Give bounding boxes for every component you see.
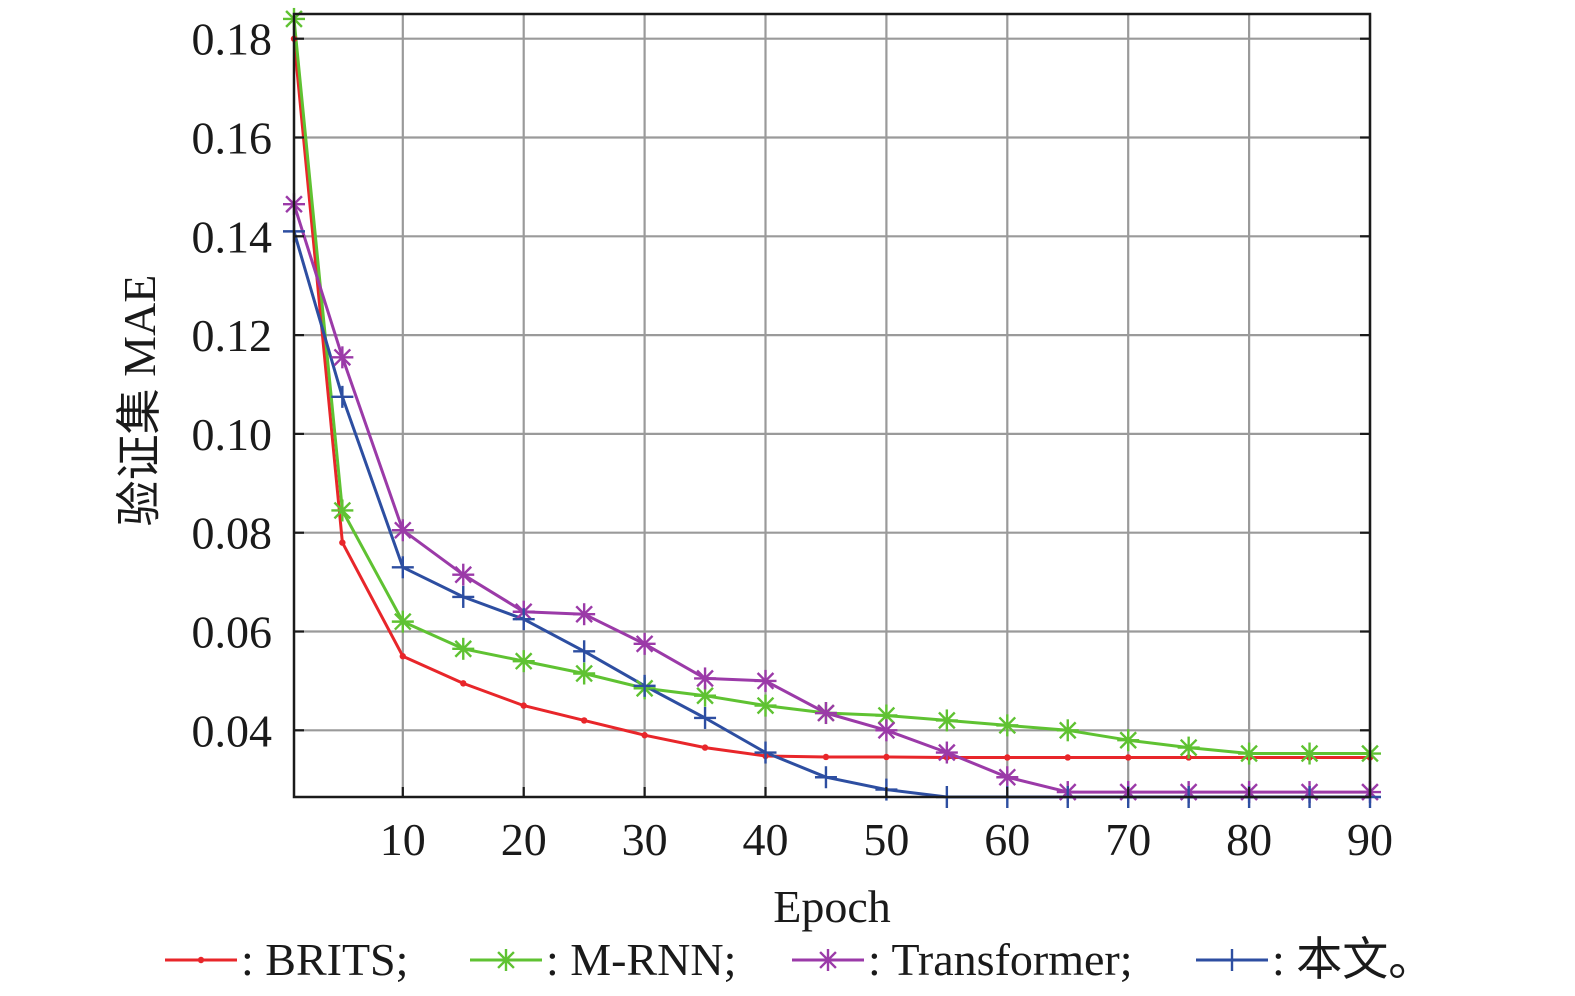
x-tick-label: 50 [863,814,909,865]
legend: : BRITS; : M-RNN; : Transformer; : 本文。 [165,934,1434,985]
x-tick-label: 20 [501,814,547,865]
data-point [339,539,346,546]
data-point [633,674,656,697]
data-point [641,732,648,739]
data-point [754,741,777,764]
data-point [331,346,354,369]
data-point [935,741,958,764]
y-tick-label: 0.04 [192,705,273,756]
data-point [391,610,414,633]
data-point [573,603,596,626]
data-point [399,653,407,660]
legend-item: : M-RNN; [470,934,736,985]
series-markers [283,7,1381,808]
data-point [701,744,709,751]
data-point [460,680,467,687]
data-point [814,702,837,725]
data-point [875,719,898,742]
data-point [512,608,535,631]
legend-item: : 本文。 [1196,934,1434,985]
series-line-2 [292,203,1370,794]
data-point [331,385,354,408]
data-point [694,667,717,690]
series-line-1 [292,18,1370,755]
legend-label: : 本文。 [1272,934,1434,985]
data-point [822,753,830,761]
data-point [573,662,596,685]
legend-label: : BRITS; [241,934,408,985]
data-point [331,499,354,522]
legend-label: : M-RNN; [546,934,736,985]
x-tick-label: 30 [622,814,668,865]
y-tick-label: 0.06 [192,607,273,658]
data-point [1125,754,1132,761]
data-point [814,766,837,789]
x-tick-label: 80 [1226,814,1272,865]
data-point [754,669,777,692]
y-tick-label: 0.12 [192,310,273,361]
x-tick-label: 40 [743,814,789,865]
data-point [996,714,1019,737]
y-tick-label: 0.18 [192,14,273,65]
data-point [1056,719,1079,742]
x-tick-label: 70 [1105,814,1151,865]
data-point [694,706,717,729]
data-point [580,717,588,724]
data-point [883,753,890,761]
data-point [1004,754,1011,761]
data-point [754,694,777,717]
legend-item: : BRITS; [165,934,408,985]
legend-marker [197,956,205,964]
data-point [452,563,475,586]
x-axis-ticks: 10 20 30 40 50 60 70 80 90 [380,787,1393,865]
data-point [573,640,596,663]
plot-frame [292,12,1372,799]
grid [294,14,1372,797]
data-point [391,556,414,579]
data-point [1238,742,1261,765]
data-point [520,702,527,709]
y-tick-label: 0.14 [192,211,273,262]
data-point [452,585,475,608]
x-tick-label: 10 [380,814,426,865]
series-lines [292,18,1370,799]
data-point [391,519,414,542]
y-tick-label: 0.16 [192,113,273,164]
legend-marker [495,949,517,971]
data-point [633,632,656,655]
legend-marker [817,949,839,971]
data-point [1064,754,1071,761]
data-point [452,637,475,660]
data-point [512,650,535,673]
x-axis-label: Epoch [773,881,891,932]
legend-item: : Transformer; [792,934,1133,985]
y-axis-label: 验证集 MAE [114,275,165,527]
x-tick-label: 60 [984,814,1030,865]
y-axis-ticks: 0.04 0.06 0.08 0.10 0.12 0.14 0.16 0.18 [192,14,1370,756]
data-point [1298,742,1321,765]
legend-marker [1221,949,1243,971]
data-point [1177,736,1200,759]
legend-label: : Transformer; [868,934,1133,985]
y-tick-label: 0.10 [192,409,273,460]
data-point [1117,729,1140,752]
data-point [935,709,958,732]
x-tick-label: 90 [1347,814,1393,865]
y-tick-label: 0.08 [192,508,273,559]
data-point [996,766,1019,789]
